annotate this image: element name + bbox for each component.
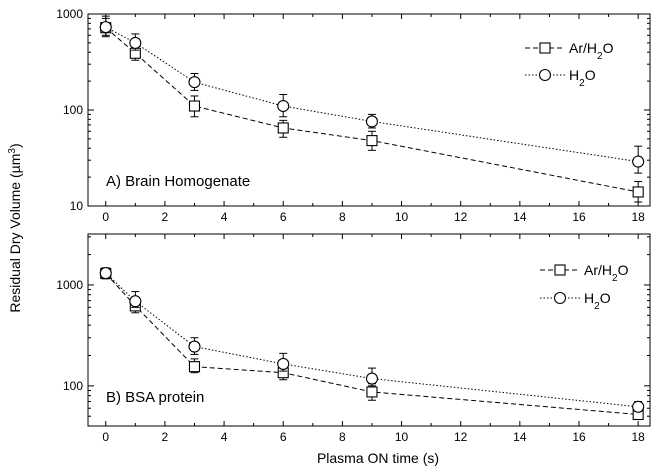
series-line — [105, 27, 639, 193]
legend-label: Ar/H2O — [584, 262, 629, 284]
x-tick-label: 8 — [339, 210, 346, 224]
legend-marker — [539, 42, 551, 54]
series-h2o — [99, 267, 645, 413]
data-point — [188, 100, 201, 112]
legend-entry-h2o: H2O — [525, 67, 596, 89]
series-line — [105, 272, 639, 408]
x-tick-label: 6 — [280, 430, 287, 444]
legend-entry-ar-h2o: Ar/H2O — [540, 262, 629, 284]
y-tick-label: 100 — [63, 379, 83, 393]
data-point — [366, 386, 378, 398]
legend-marker — [553, 291, 567, 305]
legend-label: H2O — [569, 67, 596, 89]
x-tick-label: 12 — [454, 210, 468, 224]
x-tick-label: 6 — [280, 210, 287, 224]
x-tick-label: 16 — [572, 430, 586, 444]
x-tick-label: 4 — [221, 210, 228, 224]
panel-2: 0 2 4 6 8 10 12 14 16 18 100 1000 B) BSA protein Ar/H… — [56, 233, 651, 444]
panel-1: 0 2 4 6 8 10 12 14 16 18 10 100 1000 A) Brain Homogen… — [56, 7, 651, 224]
data-point — [277, 357, 290, 370]
data-point — [366, 135, 378, 147]
data-point — [99, 21, 112, 34]
y-tick-label: 1000 — [56, 7, 83, 21]
y-tick-label: 100 — [63, 103, 83, 117]
data-point — [188, 76, 201, 89]
x-tick-label: 10 — [395, 210, 409, 224]
x-tick-label: 0 — [102, 210, 109, 224]
x-tick-label: 18 — [631, 210, 645, 224]
data-point — [632, 186, 644, 198]
x-tick-label: 2 — [162, 430, 169, 444]
data-point — [277, 122, 289, 134]
legend-entry-h2o: H2O — [540, 290, 611, 312]
data-point — [365, 115, 379, 128]
series-h2o — [99, 17, 645, 174]
data-point — [277, 99, 290, 113]
legend-label: Ar/H2O — [569, 40, 614, 62]
data-point — [99, 267, 112, 280]
legend-entry-ar-h2o: Ar/H2O — [525, 40, 614, 62]
x-tick-label: 16 — [572, 210, 586, 224]
y-tick-label: 10 — [70, 199, 84, 213]
panel-annotation: A) Brain Homogenate — [106, 173, 250, 190]
x-axis-label: Plasma ON time (s) — [317, 450, 439, 466]
panel-annotation: B) BSA protein — [106, 389, 204, 406]
data-point — [632, 400, 645, 413]
x-tick-label: 0 — [102, 430, 109, 444]
x-tick-label: 14 — [513, 430, 527, 444]
data-point — [129, 36, 142, 49]
x-tick-label: 14 — [513, 210, 527, 224]
x-tick-label: 10 — [395, 430, 409, 444]
x-tick-label: 12 — [454, 430, 468, 444]
x-tick-label: 4 — [221, 430, 228, 444]
data-point — [188, 340, 201, 353]
data-point — [632, 155, 645, 168]
legend-marker — [554, 264, 566, 276]
x-tick-label: 8 — [339, 430, 346, 444]
y-tick-label: 1000 — [56, 278, 83, 292]
y-axis-label: Residual Dry Volume (µm3) — [7, 143, 24, 312]
legend-marker — [538, 68, 552, 82]
data-point — [129, 295, 142, 308]
data-point — [365, 372, 379, 385]
legend-label: H2O — [584, 290, 611, 312]
x-tick-label: 18 — [631, 430, 645, 444]
x-tick-label: 2 — [162, 210, 169, 224]
data-point — [188, 361, 201, 373]
plot-frame — [87, 233, 651, 427]
